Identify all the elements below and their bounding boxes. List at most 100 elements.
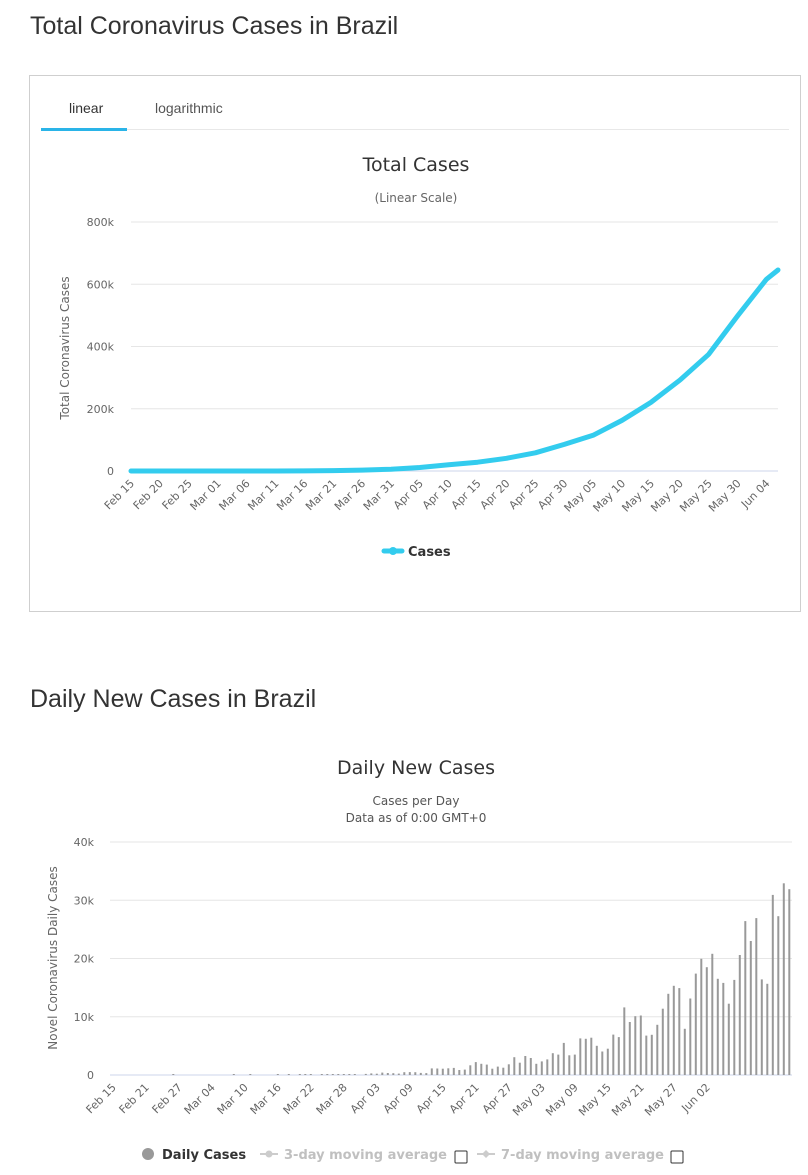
legend-3day-label: 3-day moving average bbox=[284, 1148, 447, 1163]
x-tick-label: Mar 22 bbox=[281, 1081, 317, 1117]
chart-subtitle: (Linear Scale) bbox=[375, 191, 458, 205]
daily-cases-bar bbox=[634, 1016, 637, 1075]
x-tick-label: May 27 bbox=[642, 1081, 680, 1119]
daily-cases-bar bbox=[342, 1074, 345, 1075]
daily-cases-bar bbox=[705, 967, 708, 1075]
legend-3day-checkbox[interactable] bbox=[454, 1150, 468, 1164]
daily-cases-bar bbox=[326, 1074, 329, 1075]
x-tick-label: Apr 21 bbox=[447, 1081, 482, 1116]
x-tick-label: Apr 09 bbox=[381, 1081, 416, 1116]
daily-cases-bar bbox=[441, 1068, 444, 1075]
chart-subtitle-2: Data as of 0:00 GMT+0 bbox=[346, 811, 487, 825]
daily-cases-bar bbox=[309, 1074, 312, 1075]
daily-cases-bar bbox=[749, 941, 752, 1075]
daily-cases-bar bbox=[353, 1074, 356, 1075]
daily-cases-bar bbox=[683, 1028, 686, 1075]
chart-subtitle: Cases per Day bbox=[373, 794, 460, 808]
daily-cases-bar bbox=[689, 998, 692, 1075]
daily-cases-bar bbox=[766, 983, 769, 1075]
daily-cases-bar bbox=[513, 1057, 516, 1075]
daily-cases-bar bbox=[425, 1073, 428, 1075]
daily-cases-bar bbox=[331, 1074, 334, 1075]
daily-cases-bar bbox=[562, 1042, 565, 1075]
daily-cases-bar bbox=[452, 1067, 455, 1075]
daily-cases-bar bbox=[606, 1048, 609, 1075]
chart-title: Daily New Cases bbox=[337, 757, 495, 779]
y-tick-label: 30k bbox=[74, 894, 95, 907]
legend-7day-label: 7-day moving average bbox=[501, 1148, 664, 1163]
daily-cases-bar bbox=[381, 1072, 384, 1075]
x-tick-label: May 03 bbox=[510, 1081, 548, 1119]
daily-cases-bar bbox=[414, 1072, 417, 1075]
daily-cases-bar bbox=[546, 1059, 549, 1075]
daily-cases-bar bbox=[518, 1062, 521, 1075]
daily-cases-bar bbox=[667, 993, 670, 1075]
y-axis-title: Total Coronavirus Cases bbox=[58, 276, 72, 420]
x-tick-label: Mar 28 bbox=[314, 1081, 350, 1117]
daily-cases-bar bbox=[788, 889, 791, 1075]
x-tick-label: Mar 04 bbox=[182, 1081, 218, 1117]
daily-cases-bar bbox=[480, 1063, 483, 1075]
daily-cases-bar bbox=[645, 1035, 648, 1075]
legend-7day-dot bbox=[482, 1150, 490, 1158]
daily-cases-bar bbox=[491, 1068, 494, 1075]
x-tick-label: Apr 15 bbox=[414, 1081, 449, 1116]
daily-cases-bar bbox=[524, 1056, 527, 1075]
x-tick-label: Jun 02 bbox=[678, 1081, 712, 1115]
daily-cases-bar bbox=[722, 982, 725, 1075]
tab-divider bbox=[41, 129, 789, 130]
y-tick-label: 0 bbox=[87, 1069, 94, 1082]
daily-cases-bar bbox=[628, 1022, 631, 1075]
daily-cases-bar bbox=[760, 979, 763, 1075]
daily-cases-bar bbox=[733, 979, 736, 1075]
x-tick-label: Apr 03 bbox=[348, 1081, 383, 1116]
daily-cases-bar bbox=[447, 1068, 450, 1075]
daily-cases-bar bbox=[397, 1073, 400, 1075]
daily-cases-bar bbox=[436, 1068, 439, 1075]
daily-cases-bar bbox=[694, 973, 697, 1075]
daily-cases-bar bbox=[507, 1064, 510, 1075]
daily-cases-bar bbox=[540, 1061, 543, 1075]
y-tick-label: 200k bbox=[87, 403, 115, 416]
tab-logarithmic[interactable]: logarithmic bbox=[155, 100, 223, 116]
daily-cases-bar bbox=[716, 978, 719, 1075]
page-title-total: Total Coronavirus Cases in Brazil bbox=[30, 12, 399, 40]
series-cases-line bbox=[128, 267, 781, 474]
y-axis-title: Novel Coronavirus Daily Cases bbox=[46, 866, 60, 1049]
daily-cases-bar bbox=[782, 883, 785, 1075]
daily-cases-bar bbox=[172, 1074, 175, 1075]
daily-cases-bar bbox=[364, 1073, 367, 1075]
legend-daily-label: Daily Cases bbox=[162, 1148, 246, 1163]
daily-cases-bar bbox=[623, 1007, 626, 1075]
daily-cases-bar bbox=[386, 1073, 389, 1075]
daily-cases-bar bbox=[639, 1015, 642, 1075]
daily-cases-bar bbox=[535, 1063, 538, 1075]
daily-cases-bar bbox=[298, 1074, 301, 1075]
daily-cases-bar bbox=[320, 1074, 323, 1075]
daily-cases-bar bbox=[727, 1003, 730, 1075]
daily-cases-bar bbox=[375, 1073, 378, 1075]
daily-cases-bar bbox=[496, 1066, 499, 1075]
y-tick-label: 0 bbox=[107, 465, 114, 478]
daily-cases-bar bbox=[777, 916, 780, 1075]
tab-linear[interactable]: linear bbox=[69, 100, 104, 116]
x-tick-label: May 21 bbox=[609, 1081, 647, 1119]
daily-cases-bar bbox=[304, 1074, 307, 1075]
daily-cases-bar bbox=[474, 1062, 477, 1075]
x-tick-label: Feb 27 bbox=[150, 1081, 185, 1116]
daily-cases-bar bbox=[287, 1074, 290, 1075]
legend-7day-checkbox[interactable] bbox=[670, 1150, 684, 1164]
daily-cases-bar bbox=[650, 1034, 653, 1075]
daily-cases-bar bbox=[557, 1054, 560, 1075]
daily-cases-bar bbox=[469, 1065, 472, 1075]
daily-cases-bar bbox=[232, 1074, 235, 1075]
daily-cases-bar bbox=[711, 953, 714, 1075]
daily-cases-bar bbox=[430, 1068, 433, 1075]
y-tick-label: 10k bbox=[74, 1011, 95, 1024]
daily-cases-bar bbox=[661, 1008, 664, 1075]
x-tick-label: May 15 bbox=[576, 1081, 614, 1119]
daily-cases-bar bbox=[573, 1054, 576, 1075]
daily-cases-bar bbox=[579, 1038, 582, 1075]
daily-cases-bar bbox=[551, 1053, 554, 1075]
y-tick-label: 20k bbox=[74, 953, 95, 966]
